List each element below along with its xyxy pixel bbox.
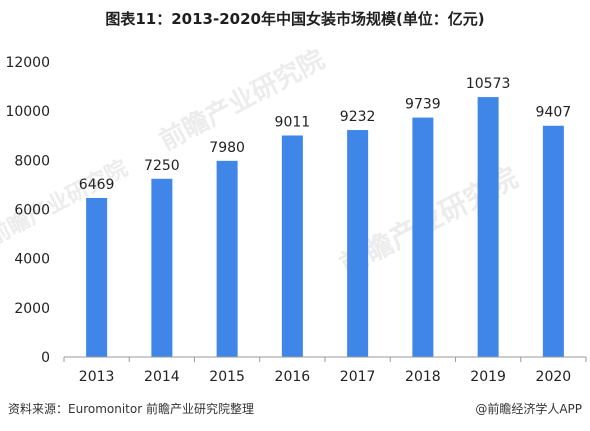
bar-value-label: 9232 — [340, 109, 376, 125]
bar — [86, 197, 108, 357]
bar — [477, 97, 499, 357]
bar — [542, 125, 564, 357]
credit-note: @前瞻经济学人APP — [475, 402, 582, 416]
bar-value-label: 7980 — [209, 140, 245, 156]
x-tick-label: 2020 — [536, 369, 572, 385]
bar-value-label: 9407 — [536, 105, 572, 121]
y-tick-label: 6000 — [14, 203, 50, 219]
y-tick-label: 10000 — [5, 104, 50, 120]
bar-value-label: 7250 — [144, 158, 180, 174]
bar — [347, 130, 369, 357]
bar — [151, 178, 173, 357]
bar-value-label: 9739 — [405, 97, 441, 113]
x-tick-label: 2014 — [144, 369, 180, 385]
x-tick-label: 2019 — [470, 369, 506, 385]
y-tick-label: 12000 — [5, 55, 50, 71]
x-tick-label: 2015 — [209, 369, 245, 385]
bar-value-label: 6469 — [79, 177, 115, 193]
x-tick-label: 2013 — [79, 369, 115, 385]
x-tick-label: 2018 — [405, 369, 441, 385]
y-tick-label: 8000 — [14, 153, 50, 169]
bar-value-label: 10573 — [466, 76, 511, 92]
x-tick-label: 2016 — [275, 369, 311, 385]
bar — [216, 160, 238, 357]
x-tick-label: 2017 — [340, 369, 376, 385]
bar — [281, 135, 303, 357]
y-tick-label: 2000 — [14, 301, 50, 317]
source-note: 资料来源：Euromonitor 前瞻产业研究院整理 — [8, 402, 254, 416]
bar-value-label: 9011 — [275, 114, 311, 130]
y-tick-label: 0 — [41, 350, 50, 366]
bar — [412, 117, 434, 357]
chart-title: 图表11：2013-2020年中国女装市场规模(单位：亿元) — [105, 10, 485, 28]
y-tick-label: 4000 — [14, 252, 50, 268]
